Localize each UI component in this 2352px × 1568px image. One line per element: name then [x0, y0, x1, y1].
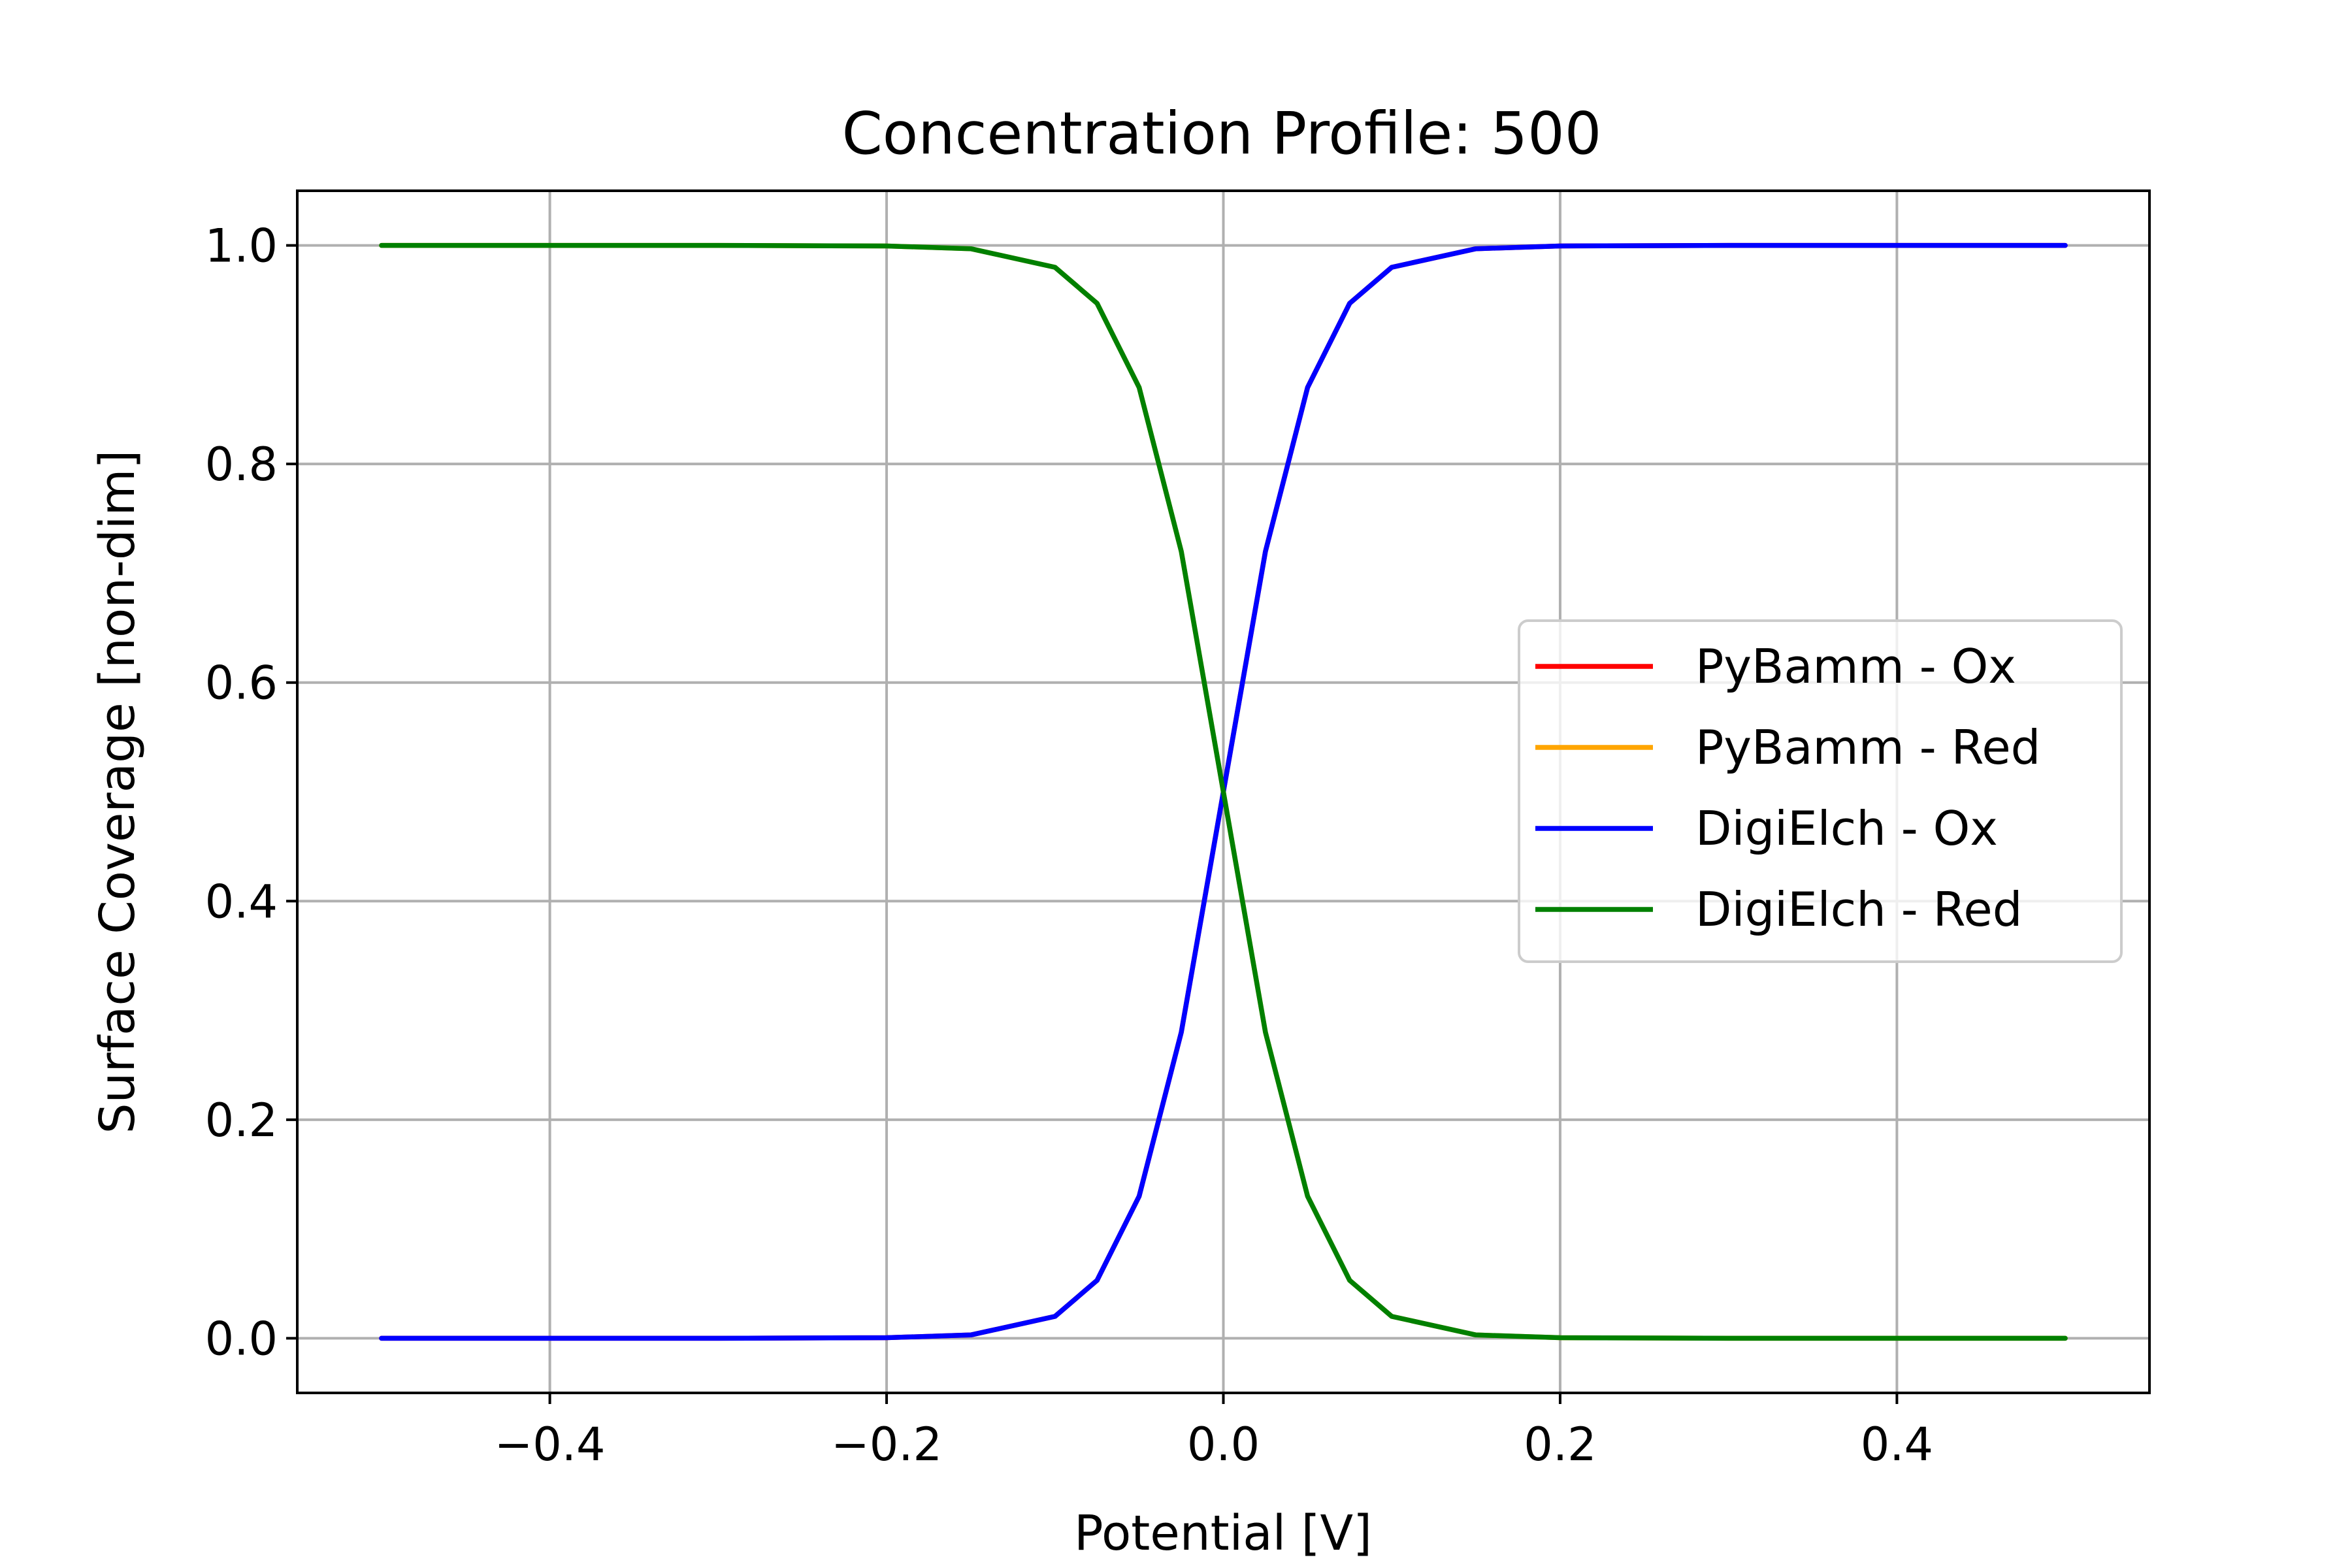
legend-label: DigiElch - Red — [1695, 882, 2022, 937]
legend: PyBamm - Ox PyBamm - Red DigiElch - Ox Digi… — [1518, 619, 2123, 963]
y-tick-label: 0.4 — [205, 875, 278, 928]
x-axis-title: Potential [V] — [1074, 1505, 1372, 1561]
chart-title: Concentration Profile: 500 — [842, 99, 1602, 167]
x-tick-label: 0.2 — [1524, 1418, 1596, 1471]
legend-label: PyBamm - Ox — [1695, 639, 2016, 694]
y-tick-label: 0.2 — [205, 1094, 278, 1147]
y-tick-label: 1.0 — [205, 220, 278, 273]
x-tick-label: 0.0 — [1187, 1418, 1260, 1471]
legend-label: DigiElch - Ox — [1695, 801, 1998, 856]
x-tick-label: −0.4 — [495, 1418, 606, 1471]
x-tick-label: 0.4 — [1861, 1418, 1933, 1471]
axis-ticks: −0.4 −0.2 0.0 0.2 0.4 0.0 0.2 0.4 0.6 0.8 1.0 — [205, 220, 1933, 1471]
y-axis-title: Surface Coverage [non-dim] — [90, 450, 146, 1134]
legend-box — [1518, 619, 2123, 963]
plot-lines — [379, 242, 2068, 1341]
y-tick-label: 0.0 — [205, 1312, 278, 1365]
series-line-digielch-red — [379, 242, 2068, 1341]
y-tick-label: 0.6 — [205, 657, 278, 710]
y-tick-label: 0.8 — [205, 438, 278, 491]
legend-label: PyBamm - Red — [1695, 720, 2040, 775]
x-tick-label: −0.2 — [831, 1418, 942, 1471]
